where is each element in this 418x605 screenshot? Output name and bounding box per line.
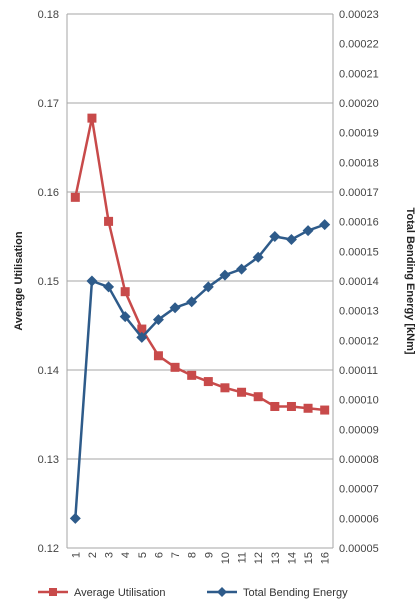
x-tick-label: 13 [270,552,282,564]
right-tick-label: 0.00023 [339,9,379,21]
data-point [286,401,296,411]
data-point [285,233,297,245]
data-point [120,287,130,297]
gridlines [67,13,333,460]
left-tick-label: 0.15 [38,276,59,288]
legend: Average Utilisation Total Bending Energy [38,587,348,599]
left-tick-label: 0.14 [38,365,59,377]
x-tick-label: 12 [253,552,265,564]
data-point [169,302,181,314]
right-tick-label: 0.00019 [339,128,379,140]
right-tick-label: 0.00012 [339,335,379,347]
data-point [236,263,248,275]
right-tick-label: 0.00008 [339,454,379,466]
data-point [237,387,247,397]
data-point [70,192,80,202]
right-tick-label: 0.00017 [339,187,379,199]
left-tick-label: 0.17 [38,98,59,110]
data-point [86,275,98,287]
left-tick-label: 0.13 [38,454,59,466]
data-point [152,314,164,326]
data-point [219,269,231,281]
x-tick-label: 1 [70,552,82,558]
right-tick-label: 0.00015 [339,246,379,258]
data-point [87,113,97,123]
right-tick-label: 0.00010 [339,395,379,407]
data-point [202,281,214,293]
x-tick-label: 11 [237,552,249,563]
right-tick-label: 0.00006 [339,513,379,525]
right-tick-label: 0.00014 [339,276,379,288]
data-point [104,216,114,226]
legend-marker [49,588,57,596]
series-layer [69,113,331,524]
data-point [270,401,280,411]
data-point [170,362,180,372]
x-tick-label: 4 [120,552,132,558]
left-tick-label: 0.12 [38,543,59,555]
right-tick-label: 0.00020 [339,98,379,110]
legend-label: Total Bending Energy [243,587,348,599]
data-point [203,377,213,387]
legend-label: Average Utilisation [74,587,166,599]
data-point [153,351,163,361]
x-tick-label: 15 [303,552,315,564]
data-point [303,403,313,413]
data-point [187,370,197,380]
data-point [69,512,81,524]
right-tick-label: 0.00009 [339,424,379,436]
x-tick-label: 8 [187,552,199,558]
x-tick-label: 10 [220,552,232,564]
right-tick-label: 0.00021 [339,68,379,80]
right-axis-title: Total Bending Energy [kNm] [404,207,416,354]
data-point [319,219,331,231]
data-point [302,225,314,237]
data-point [186,296,198,308]
x-tick-label: 14 [286,552,298,564]
data-point [103,281,115,293]
data-point [253,392,263,402]
left-tick-label: 0.16 [38,187,59,199]
data-point [252,251,264,263]
left-axis-title: Average Utilisation [13,231,25,331]
x-tick-label: 3 [104,552,116,558]
x-tick-label: 2 [87,552,99,558]
data-point [320,405,330,415]
x-tick-label: 5 [137,552,149,558]
series-line-average-utilisation [74,116,325,412]
right-tick-label: 0.00007 [339,484,379,496]
left-axis-ticks: 0.12 0.13 0.14 0.15 0.16 0.17 0.18 [38,9,59,555]
data-point [269,231,281,242]
right-tick-label: 0.00018 [339,157,379,169]
x-axis-ticks: 1 2 3 4 5 6 7 8 9 10 11 12 13 14 15 16 [70,552,331,564]
right-axis-ticks: 0.00005 0.00006 0.00007 0.00008 0.00009 0.000… [339,9,379,555]
data-point [119,311,131,323]
x-tick-label: 9 [203,552,215,558]
right-tick-label: 0.00005 [339,543,379,555]
data-point [136,331,148,343]
right-tick-label: 0.00011 [339,365,378,377]
right-tick-label: 0.00016 [339,217,379,229]
right-tick-label: 0.00022 [339,39,379,51]
data-point [220,383,230,393]
series-line-total-bending-energy [74,223,326,519]
legend-marker [217,587,227,597]
x-tick-label: 7 [170,552,182,558]
data-point [137,324,147,334]
x-tick-label: 6 [153,552,165,558]
left-tick-label: 0.18 [38,9,59,21]
x-tick-label: 16 [320,552,332,564]
right-tick-label: 0.00013 [339,306,379,318]
